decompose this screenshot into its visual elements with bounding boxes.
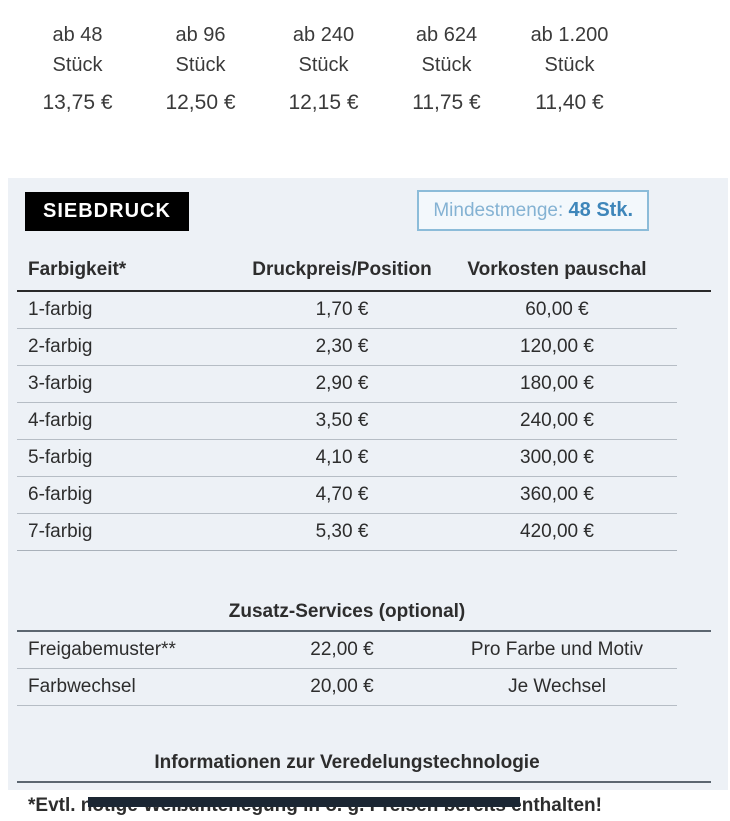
tier-price: 13,75 € — [42, 91, 113, 114]
row-label: 7-farbig — [28, 521, 93, 542]
tier-price: 12,50 € — [165, 91, 236, 114]
quantity-tier: ab 96 Stück 12,50 € — [139, 20, 262, 115]
services-divider — [17, 630, 711, 632]
row-setup-cost: 180,00 € — [520, 373, 594, 394]
table-row: 3-farbig 2,90 € 180,00 € — [17, 366, 677, 403]
tier-quantity: ab 624 Stück — [415, 24, 478, 76]
table-row: 7-farbig 5,30 € 420,00 € — [17, 514, 677, 551]
row-label: 1-farbig — [28, 299, 93, 320]
column-header-vorkosten: Vorkosten pauschal — [467, 259, 647, 280]
quantity-price-strip: ab 48 Stück 13,75 € ab 96 Stück 12,50 € ab… — [16, 20, 656, 115]
quantity-tier: ab 48 Stück 13,75 € — [16, 20, 139, 115]
tier-quantity: ab 240 Stück — [292, 24, 355, 76]
services-section-title: Zusatz-Services (optional) — [228, 601, 466, 622]
service-label: Freigabemuster** — [28, 639, 176, 660]
row-price: 2,90 € — [315, 373, 369, 394]
row-label: 2-farbig — [28, 336, 93, 357]
service-label: Farbwechsel — [28, 676, 136, 697]
price-table-header: Farbigkeit* Druckpreis/Position Vorkoste… — [17, 250, 677, 290]
technique-badge: SIEBDRUCK — [25, 192, 189, 231]
tier-price: 11,75 € — [412, 91, 481, 114]
row-setup-cost: 360,00 € — [520, 484, 594, 505]
service-row: Farbwechsel 20,00 € Je Wechsel — [17, 669, 677, 706]
table-row: 5-farbig 4,10 € 300,00 € — [17, 440, 677, 477]
row-price: 1,70 € — [315, 299, 369, 320]
row-label: 6-farbig — [28, 484, 93, 505]
siebdruck-panel: SIEBDRUCK Mindestmenge: 48 Stk. Farbigke… — [8, 178, 728, 816]
bottom-cutoff-bar[interactable] — [88, 797, 520, 807]
quantity-tier: ab 624 Stück 11,75 € — [385, 20, 508, 115]
row-price: 2,30 € — [315, 336, 369, 357]
panel-header: SIEBDRUCK Mindestmenge: 48 Stk. — [17, 178, 717, 246]
tier-quantity: ab 96 Stück — [175, 24, 226, 76]
service-price: 22,00 € — [310, 639, 374, 660]
table-row: 6-farbig 4,70 € 360,00 € — [17, 477, 677, 514]
tier-price: 11,40 € — [535, 91, 604, 114]
min-quantity-label: Mindestmenge: — [433, 200, 564, 221]
quantity-tier: ab 1.200 Stück 11,40 € — [508, 20, 631, 115]
row-setup-cost: 420,00 € — [520, 521, 594, 542]
info-divider — [17, 781, 711, 783]
table-row: 2-farbig 2,30 € 120,00 € — [17, 329, 677, 366]
tier-quantity: ab 1.200 Stück — [530, 24, 609, 76]
row-setup-cost: 240,00 € — [520, 410, 594, 431]
min-quantity-box: Mindestmenge: 48 Stk. — [417, 190, 649, 231]
row-label: 4-farbig — [28, 410, 93, 431]
header-divider — [17, 290, 711, 292]
row-setup-cost: 300,00 € — [520, 447, 594, 468]
column-header-druckpreis: Druckpreis/Position — [252, 259, 432, 280]
service-row: Freigabemuster** 22,00 € Pro Farbe und M… — [17, 632, 677, 669]
row-price: 4,70 € — [315, 484, 369, 505]
row-price: 3,50 € — [315, 410, 369, 431]
row-label: 3-farbig — [28, 373, 93, 394]
column-header-farbigkeit: Farbigkeit* — [28, 259, 127, 280]
row-setup-cost: 120,00 € — [520, 336, 594, 357]
service-price: 20,00 € — [310, 676, 374, 697]
row-price: 4,10 € — [315, 447, 369, 468]
row-price: 5,30 € — [315, 521, 369, 542]
row-label: 5-farbig — [28, 447, 93, 468]
service-note: Pro Farbe und Motiv — [470, 639, 644, 660]
table-row: 4-farbig 3,50 € 240,00 € — [17, 403, 677, 440]
tier-price: 12,15 € — [288, 91, 359, 114]
service-note: Je Wechsel — [508, 676, 606, 697]
quantity-tier: ab 240 Stück 12,15 € — [262, 20, 385, 115]
row-setup-cost: 60,00 € — [525, 299, 589, 320]
veredelung-info-link[interactable]: Informationen zur Veredelungstechnologie — [154, 752, 540, 773]
tier-quantity: ab 48 Stück — [52, 24, 103, 76]
table-row: 1-farbig 1,70 € 60,00 € — [17, 292, 677, 329]
min-quantity-value: 48 Stk. — [568, 199, 633, 221]
